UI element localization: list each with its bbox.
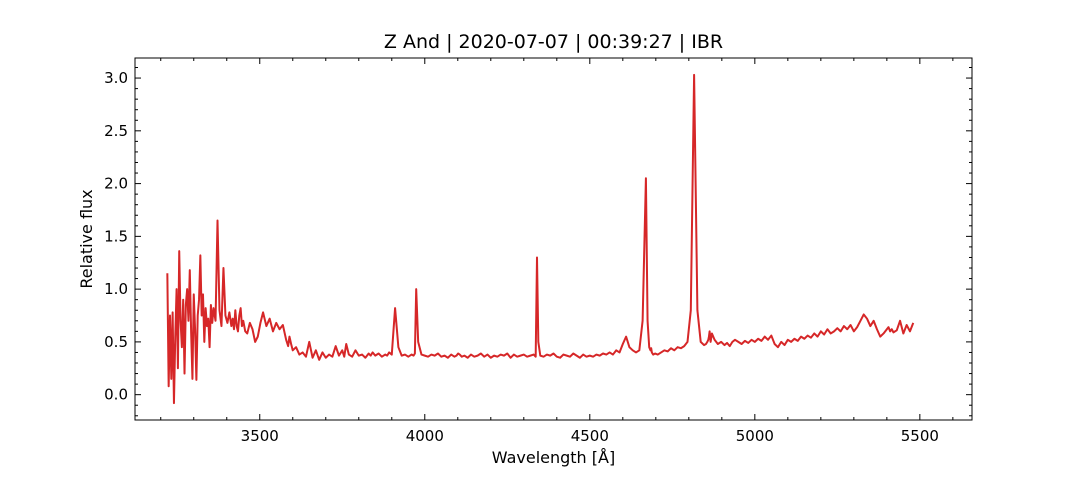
y-tick-label: 2.5: [104, 122, 128, 140]
x-tick-label: 4000: [406, 427, 444, 445]
x-tick-label: 5000: [736, 427, 774, 445]
y-tick-label: 1.5: [104, 227, 128, 245]
x-tick-label: 5500: [901, 427, 939, 445]
chart-title: Z And | 2020-07-07 | 00:39:27 | IBR: [384, 31, 723, 53]
y-tick-label: 3.0: [104, 69, 128, 87]
x-tick-label: 3500: [241, 427, 279, 445]
x-tick-label: 4500: [571, 427, 609, 445]
y-tick-label: 0.5: [104, 333, 128, 351]
y-tick-label: 0.0: [104, 386, 128, 404]
y-axis-label: Relative flux: [77, 189, 96, 288]
y-tick-label: 1.0: [104, 280, 128, 298]
x-axis-label: Wavelength [Å]: [492, 448, 615, 467]
y-tick-label: 2.0: [104, 175, 128, 193]
